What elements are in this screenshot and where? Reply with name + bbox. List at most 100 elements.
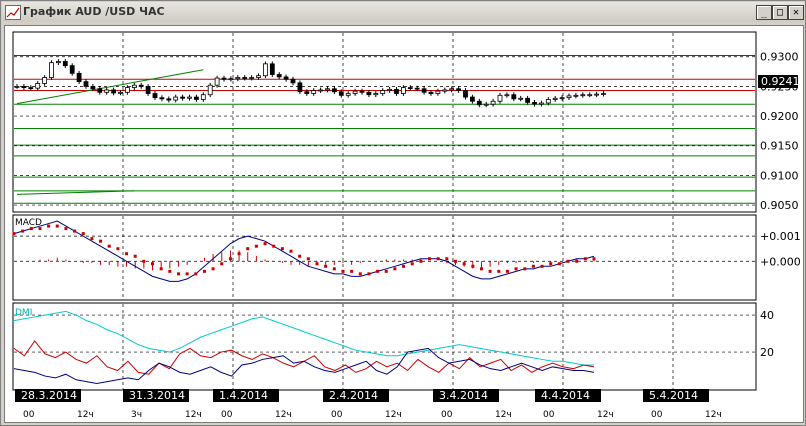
candle-body (573, 94, 579, 97)
candle-body (552, 97, 558, 100)
chart-area[interactable]: 0.93000.92500.92000.91500.91000.9050+0.0… (4, 25, 804, 423)
candle-body (566, 95, 572, 99)
hour-label: 00 (23, 410, 35, 420)
candle-body (269, 63, 275, 75)
candle-body (14, 86, 20, 88)
candle-body (145, 86, 151, 94)
candle-body (180, 96, 186, 99)
candle-body (449, 88, 455, 91)
macd-signal-point (107, 244, 111, 248)
candle-body (49, 62, 54, 78)
macd-signal-point (531, 264, 535, 268)
candle-body (511, 94, 517, 100)
candle-body (539, 102, 544, 105)
candle-body (394, 88, 399, 94)
close-button[interactable]: ✕ (788, 5, 804, 20)
macd-signal-point (298, 254, 302, 258)
price-tick-label: 0.9050 (760, 199, 799, 212)
current-price-value: 0.9241 (761, 75, 800, 88)
candle-body (152, 93, 158, 99)
candle-body (35, 83, 41, 89)
macd-signal-point (125, 252, 129, 256)
macd-signal-point (514, 267, 518, 271)
trendline (16, 69, 204, 105)
hour-label: 12ч (77, 410, 94, 420)
macd-signal-point (12, 232, 16, 236)
macd-signal-point (367, 272, 371, 276)
dmi-minus-line (13, 347, 595, 384)
candle-body (173, 96, 179, 101)
minimize-button[interactable]: _ (756, 5, 772, 20)
macd-signal-point (332, 267, 336, 271)
candle-body (283, 76, 289, 80)
candle-body (338, 91, 344, 96)
macd-signal-point (324, 264, 328, 268)
macd-signal-point (592, 257, 596, 261)
candle-body (587, 94, 593, 97)
hour-label: 12ч (597, 410, 614, 420)
candle-body (483, 103, 489, 106)
date-label-bg (123, 389, 189, 402)
candle-body (42, 77, 47, 84)
candle-body (407, 87, 413, 89)
macd-signal-point (73, 229, 77, 233)
candle-body (187, 96, 192, 99)
macd-signal-point (263, 242, 267, 246)
candle-body (62, 61, 68, 67)
hour-label: 00 (221, 410, 233, 420)
dmi-label: DMI (15, 308, 32, 318)
candle-body (131, 84, 137, 88)
candle-body (276, 74, 282, 78)
candle-body (318, 89, 324, 92)
candle-body (580, 94, 586, 97)
macd-tick-label: +0.001 (760, 230, 801, 243)
hour-label: 00 (441, 410, 453, 420)
current-price-marker: 0.9241 (758, 75, 800, 88)
candle-body (118, 91, 123, 94)
candle-body (221, 77, 227, 80)
candle-body (138, 84, 144, 87)
hour-label: 00 (543, 410, 555, 420)
macd-signal-point (583, 257, 587, 261)
dmi-tick-label: 20 (760, 346, 774, 359)
candle-body (200, 94, 206, 100)
candle-body (228, 78, 234, 81)
candle-body (159, 97, 165, 100)
date-label: 1.4.2014 (219, 389, 268, 402)
candle-body (469, 96, 475, 102)
macd-label: MACD (15, 218, 42, 228)
candle-body (545, 99, 551, 104)
macd-signal-point (428, 257, 432, 261)
title-bar[interactable]: График AUD /USD ЧАС _ □ ✕ (2, 2, 804, 22)
candle-body (76, 72, 82, 83)
macd-signal-point (549, 262, 553, 266)
candle-body (256, 75, 261, 78)
candle-body (504, 94, 510, 97)
candle-body (290, 78, 296, 84)
candle-body (359, 90, 365, 93)
macd-signal-point (419, 259, 423, 263)
candle-body (104, 89, 110, 93)
macd-tick-label: +0.000 (760, 255, 801, 268)
macd-signal-point (488, 269, 492, 273)
macd-signal-point (194, 272, 198, 276)
maximize-button[interactable]: □ (772, 5, 788, 20)
candle-body (421, 88, 427, 93)
date-label: 4.4.2014 (541, 389, 590, 402)
date-label-bg (433, 389, 499, 402)
macd-signal-point (280, 247, 284, 251)
hour-label: 00 (331, 410, 343, 420)
dmi-tick-label: 40 (760, 309, 774, 322)
macd-signal-point (393, 267, 397, 271)
macd-signal-point (202, 269, 206, 273)
macd-panel (12, 214, 757, 301)
candle-body (525, 97, 530, 103)
date-label: 2.4.2014 (329, 389, 378, 402)
price-panel (12, 31, 757, 213)
macd-signal-point (246, 247, 250, 251)
candle-body (214, 77, 220, 86)
candle-body (242, 77, 248, 79)
candle-body (166, 98, 172, 101)
candle-body (594, 93, 599, 96)
